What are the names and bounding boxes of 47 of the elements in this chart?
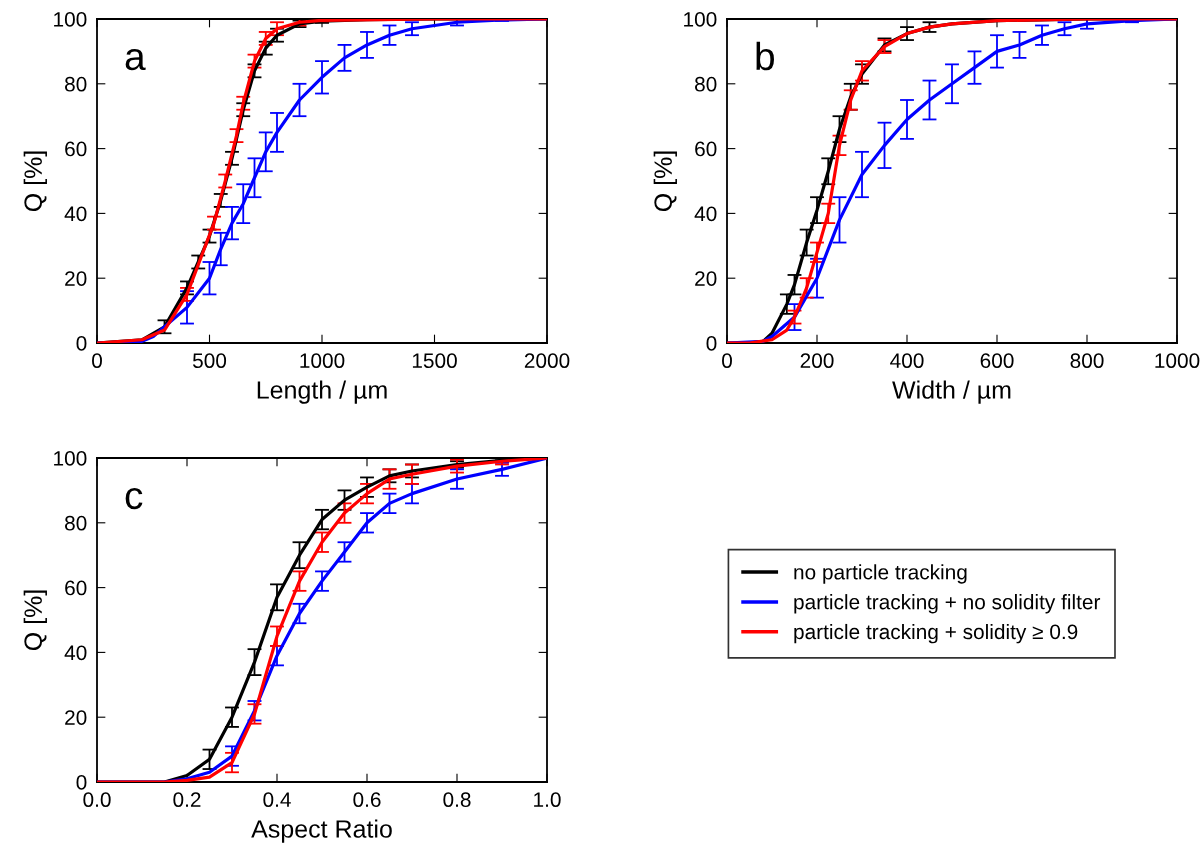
- x-tick-label: 2000: [524, 353, 570, 369]
- y-tick-label: 100: [54, 451, 87, 466]
- y-tick-label: 100: [684, 12, 717, 27]
- y-axis-title: Q [%]: [23, 151, 47, 212]
- y-tick-label: 20: [695, 271, 717, 286]
- annotation: b: [756, 41, 774, 71]
- y-tick-label: 20: [65, 271, 87, 286]
- y-tick-label: 60: [65, 580, 87, 596]
- y-axis-title: Q [%]: [653, 151, 677, 212]
- x-axis-title: Aspect Ratio: [251, 819, 392, 843]
- legend-label: particle tracking + solidity ≥ 0.9: [794, 623, 1078, 644]
- legend-label: no particle tracking: [794, 564, 967, 584]
- y-tick-label: 40: [64, 645, 87, 661]
- x-tick-label: 0: [92, 353, 102, 369]
- y-tick-label: 80: [65, 76, 87, 92]
- legend-label: particle tracking + no solidity filter: [794, 594, 1101, 614]
- x-tick-label: 500: [192, 353, 227, 369]
- x-tick-label: 0.8: [443, 792, 471, 808]
- y-tick-label: 80: [695, 76, 717, 92]
- x-tick-label: 1.0: [534, 792, 561, 808]
- x-tick-label: 0.4: [263, 792, 291, 808]
- y-tick-label: 0: [76, 336, 87, 351]
- x-tick-label: 400: [890, 353, 924, 369]
- y-tick-label: 60: [695, 141, 717, 157]
- x-axis-title: Width / µm: [892, 380, 1011, 404]
- y-tick-label: 20: [65, 710, 87, 725]
- y-tick-label: 40: [64, 206, 87, 222]
- y-tick-label: 0: [706, 336, 717, 351]
- x-tick-label: 1000: [300, 353, 345, 369]
- y-tick-label: 60: [65, 141, 87, 157]
- x-tick-label: 600: [980, 353, 1014, 369]
- y-tick-label: 0: [76, 775, 87, 790]
- x-tick-label: 1000: [1155, 353, 1200, 369]
- annotation: a: [125, 48, 146, 71]
- y-axis-title: Q [%]: [23, 590, 47, 651]
- x-tick-label: 800: [1070, 353, 1104, 369]
- x-tick-label: 0.6: [353, 792, 381, 808]
- x-tick-label: 0: [722, 353, 732, 369]
- y-tick-label: 40: [694, 206, 717, 222]
- x-tick-label: 0.2: [173, 792, 201, 808]
- annotation: c: [125, 487, 143, 510]
- x-axis-title: Length / µm: [257, 380, 387, 404]
- x-tick-label: 200: [800, 353, 834, 369]
- y-tick-label: 100: [54, 12, 87, 27]
- y-tick-label: 80: [65, 515, 87, 531]
- x-tick-label: 1500: [412, 353, 457, 369]
- x-tick-label: 0.0: [83, 792, 111, 808]
